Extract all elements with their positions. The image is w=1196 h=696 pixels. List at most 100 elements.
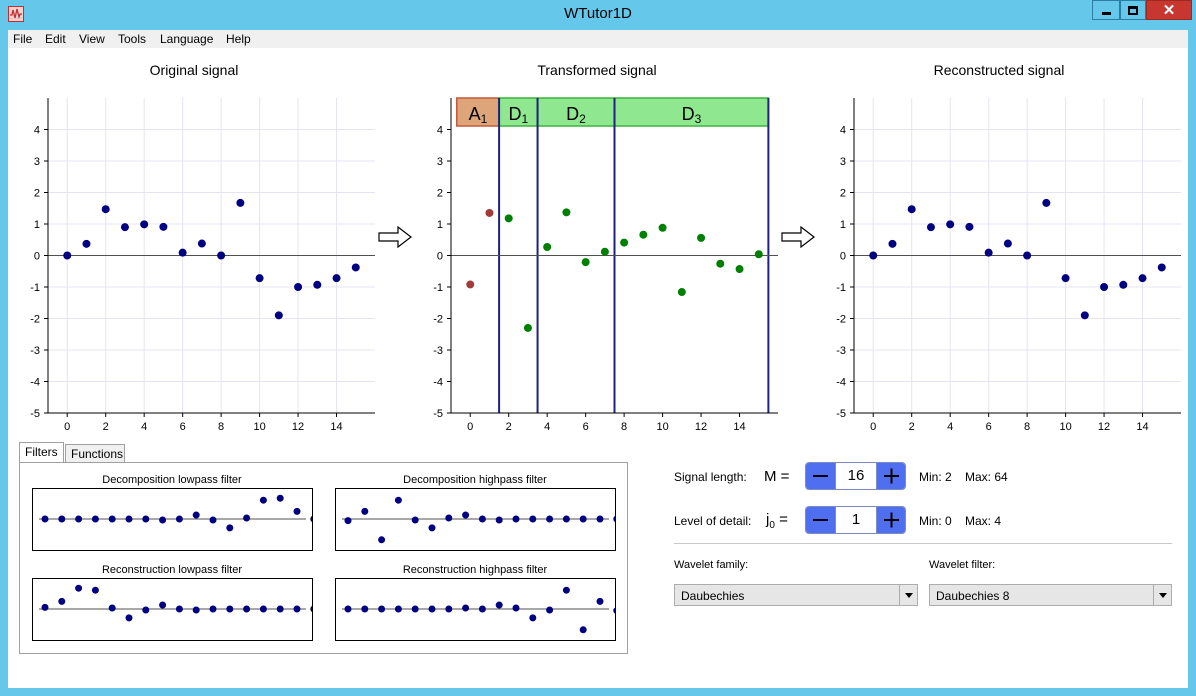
filter-coefficient-point [411,516,419,524]
wavelet-filter-select[interactable]: Daubechies 8 [929,584,1172,606]
plus-icon [884,512,899,528]
minus-icon [813,519,828,521]
filter-coefficient-point [462,604,470,612]
filter-coefficient-point [344,605,352,613]
level-decrement-button[interactable] [806,507,835,533]
signal-length-decrement-button[interactable] [806,463,835,489]
data-point [735,265,744,274]
menu-edit[interactable]: Edit [45,32,66,46]
filter-coefficient-point [596,597,604,605]
y-tick-label: -3 [433,345,443,357]
filter-coefficient-point [613,515,621,523]
menu-language[interactable]: Language [160,32,214,46]
data-point [543,242,552,251]
y-tick-label: 3 [437,156,443,168]
filter-coefficient-point [546,606,554,614]
data-point [600,247,609,256]
d2-band-header-label: D2 [566,104,586,126]
y-tick-label: -2 [433,314,443,326]
dec-highpass-title: Decomposition highpass filter [403,474,547,486]
menu-view[interactable]: View [79,32,105,46]
filter-coefficient-point [58,597,66,605]
data-point [101,205,110,214]
x-tick-label: 0 [467,421,473,430]
x-tick-label: 10 [1059,421,1071,430]
y-tick-label: 2 [840,188,846,200]
reconstructed-plot-title: Reconstructed signal [933,62,1065,78]
menu-tools[interactable]: Tools [118,32,147,46]
y-tick-label: 1 [437,219,443,231]
level-increment-button[interactable] [877,507,905,533]
filter-coefficient-point [276,605,284,613]
tab-functions[interactable]: Functions [65,444,125,464]
wavelet-family-label: Wavelet family: [674,559,749,571]
x-tick-label: 14 [1136,421,1148,430]
rec-lowpass-plot [32,578,318,641]
data-point [984,248,993,257]
filter-coefficient-point [462,511,470,519]
filter-coefficient-point [276,494,284,502]
y-tick-label: 4 [34,125,40,137]
filter-coefficient-point [512,515,520,523]
minimize-button[interactable] [1092,0,1120,20]
window-frame: File Edit View Tools Language Help Origi… [8,30,1188,688]
filter-coefficient-point [495,601,503,609]
dec-lowpass-plot [32,488,318,551]
close-button[interactable]: ✕ [1146,0,1192,20]
a1-band-header-label: A1 [469,104,488,126]
data-point [697,233,706,242]
filter-coefficient-point [579,515,587,523]
filter-coefficient-point [293,507,301,515]
data-point [907,205,916,214]
y-tick-label: -5 [433,408,443,420]
data-point [120,223,129,232]
filter-coefficient-point [226,524,234,532]
y-tick-label: -2 [30,314,40,326]
y-tick-label: -5 [30,408,40,420]
data-point [1061,274,1070,283]
m-symbol-label: M = [764,468,790,485]
signal-length-value[interactable]: 16 [835,463,877,489]
title-bar[interactable]: WTutor1D ✕ [0,0,1196,30]
filter-coefficient-point [75,515,83,523]
filter-coefficient-point [394,496,402,504]
menu-file[interactable]: File [13,32,33,46]
filter-coefficient-point [91,515,99,523]
data-point [217,251,226,260]
wavelet-family-select[interactable]: Daubechies [674,584,918,606]
menu-help[interactable]: Help [226,32,251,46]
filter-coefficient-point [546,515,554,523]
data-point [294,283,303,291]
x-tick-label: 10 [656,421,668,430]
filter-coefficient-point [428,524,436,532]
wavelet-filter-value: Daubechies 8 [936,589,1010,603]
data-point [485,208,494,217]
data-point [562,208,571,217]
d1-band-header-label: D1 [508,104,528,126]
data-point [140,220,149,229]
filters-panel: Decomposition lowpass filter Decompositi… [19,462,628,654]
level-of-detail-label: Level of detail: [674,514,752,528]
data-point [677,288,686,297]
filter-coefficient-point [125,515,133,523]
data-point [754,250,763,259]
filter-coefficient-point [512,604,520,612]
maximize-button[interactable] [1120,0,1146,20]
d3-band-header [613,97,770,127]
filter-coefficient-point [361,507,369,515]
filter-coefficient-point [175,605,183,613]
data-point [1042,198,1051,207]
filter-coefficient-point [562,586,570,594]
filter-coefficient-point [613,607,621,615]
x-tick-label: 8 [1024,421,1030,430]
chevron-down-icon [899,585,917,605]
filter-coefficient-point [529,614,537,622]
level-of-detail-value[interactable]: 1 [835,507,877,533]
tab-filters[interactable]: Filters [19,442,64,464]
signal-length-min: Min: 2 [919,470,952,484]
y-tick-label: 1 [840,219,846,231]
signal-length-increment-button[interactable] [877,463,905,489]
